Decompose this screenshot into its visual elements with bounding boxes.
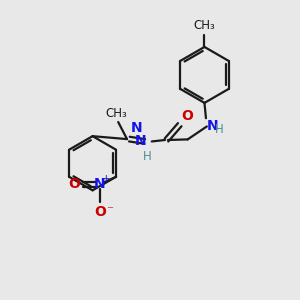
Text: N: N xyxy=(94,177,106,191)
Text: H: H xyxy=(143,150,152,163)
Text: CH₃: CH₃ xyxy=(106,107,128,120)
Text: O: O xyxy=(68,177,80,191)
Text: ⁻: ⁻ xyxy=(106,204,113,217)
Text: N: N xyxy=(131,121,143,135)
Text: CH₃: CH₃ xyxy=(194,19,215,32)
Text: H: H xyxy=(215,124,224,136)
Text: O: O xyxy=(94,205,106,219)
Text: +: + xyxy=(102,174,111,184)
Text: N: N xyxy=(135,134,147,148)
Text: O: O xyxy=(181,110,193,124)
Text: N: N xyxy=(206,119,218,133)
